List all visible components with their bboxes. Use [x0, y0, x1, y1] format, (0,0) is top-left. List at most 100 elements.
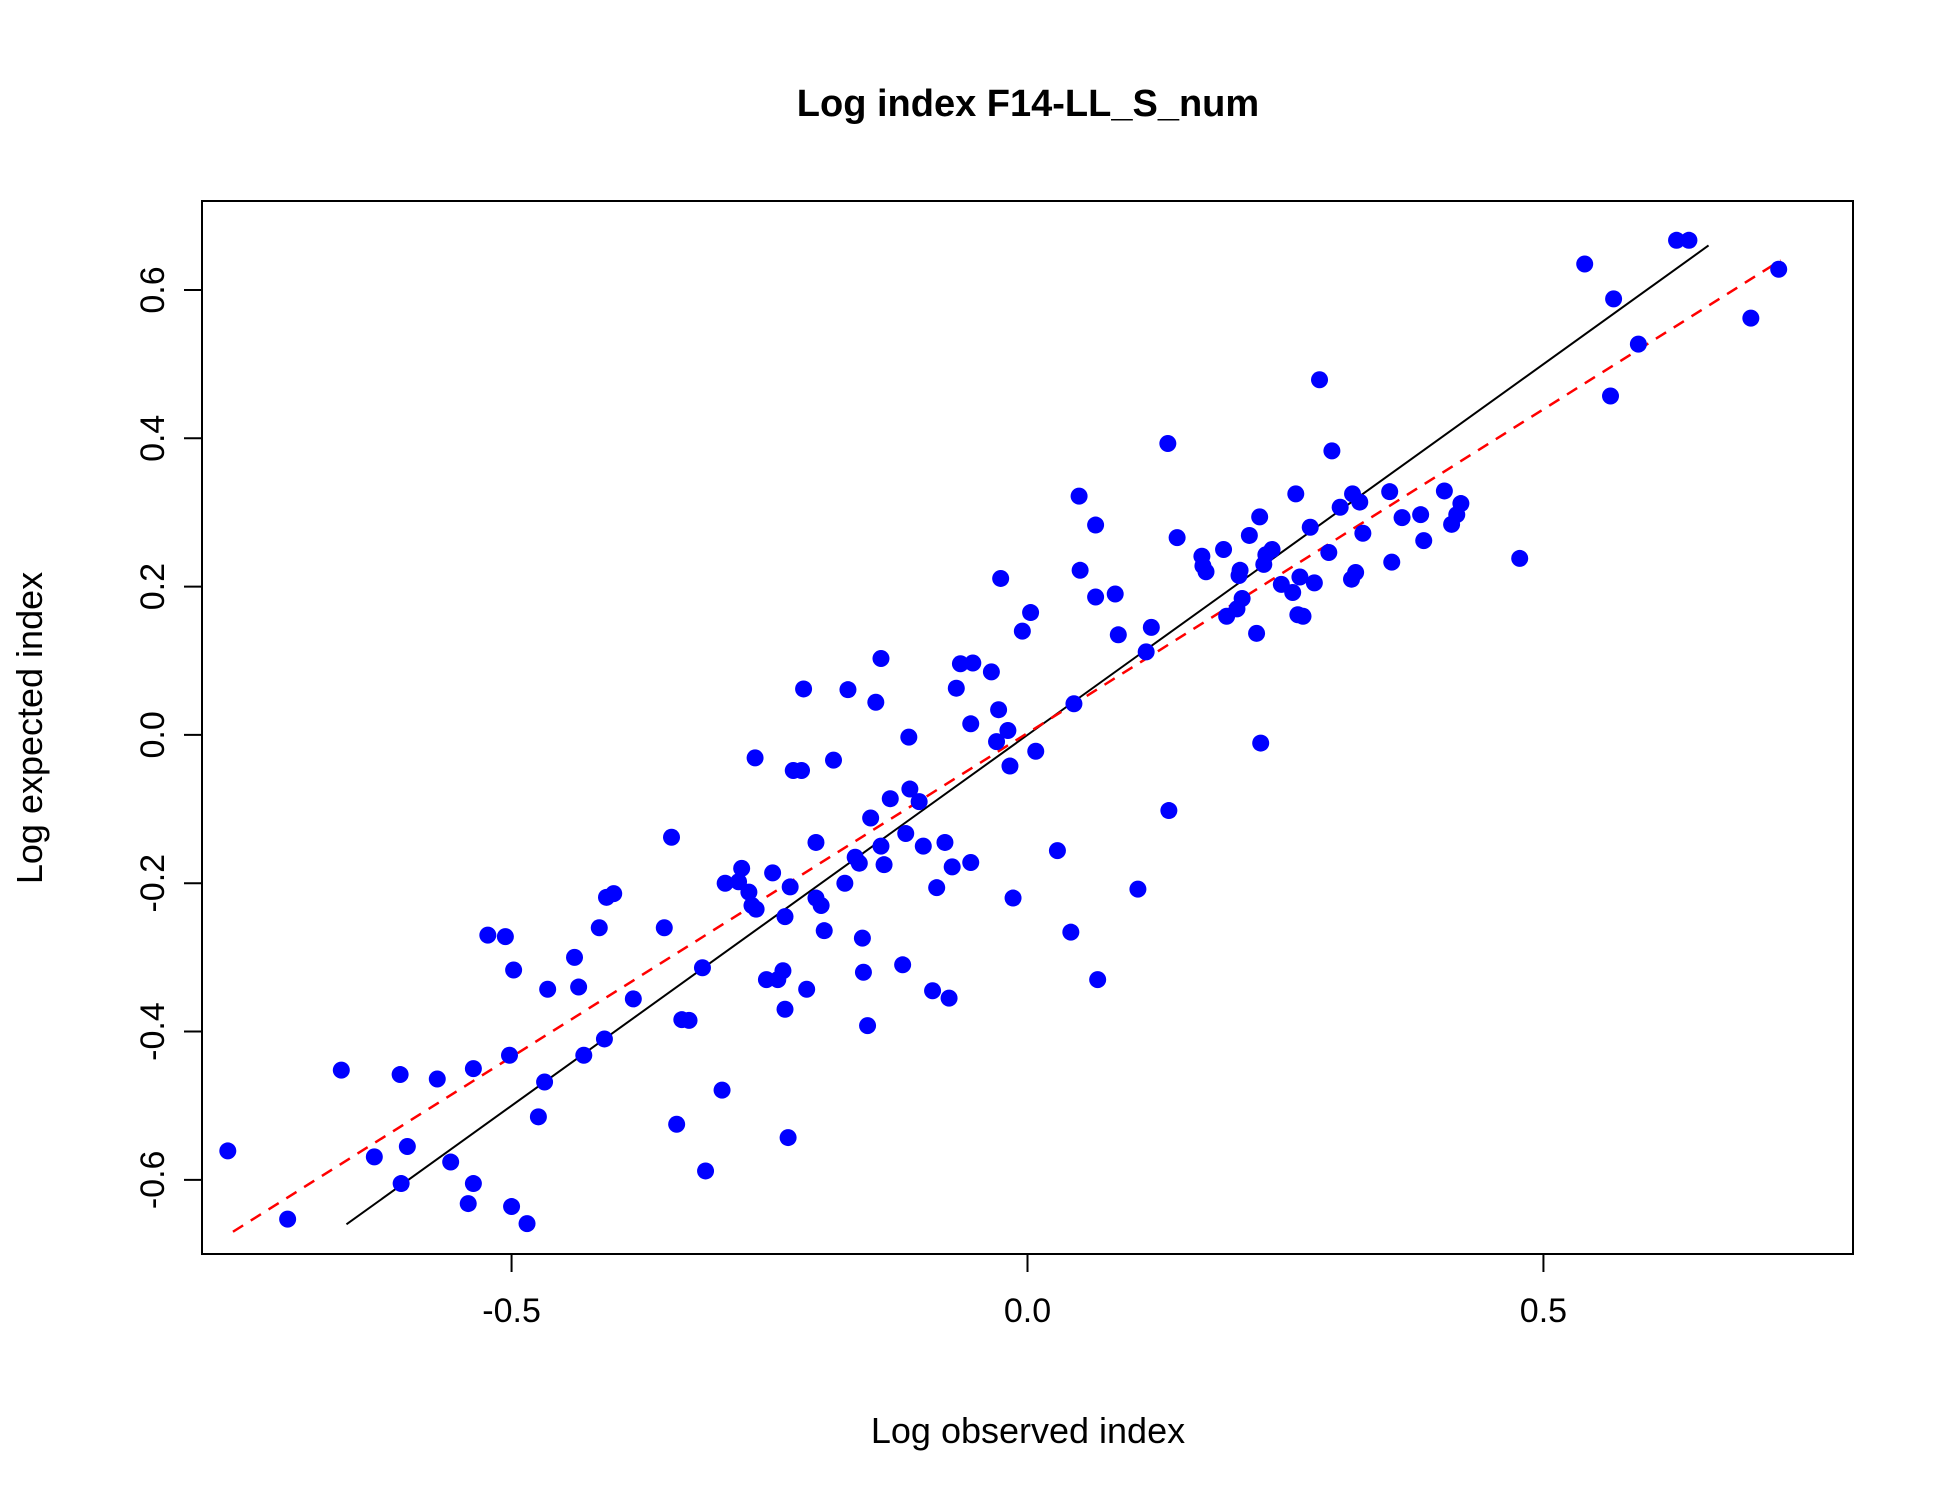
data-point	[464, 1060, 482, 1078]
data-point	[897, 825, 915, 843]
data-point	[1065, 695, 1083, 713]
data-point	[853, 929, 871, 947]
y-tick-label: 0.4	[134, 415, 172, 462]
data-point	[1323, 442, 1341, 460]
data-point	[776, 908, 794, 926]
data-point	[807, 833, 825, 851]
data-point	[1160, 802, 1178, 820]
identity-line	[345, 244, 1710, 1226]
y-tick-label: -0.2	[134, 854, 172, 913]
data-point	[850, 854, 868, 872]
data-point	[500, 1046, 518, 1064]
data-point	[1013, 622, 1031, 640]
data-point	[733, 859, 751, 877]
data-point	[1109, 626, 1127, 644]
data-point	[1452, 495, 1470, 513]
data-point	[1004, 889, 1022, 907]
data-point	[1354, 524, 1372, 542]
data-point	[1294, 607, 1312, 625]
data-point	[1159, 434, 1177, 452]
fit-line	[232, 259, 1782, 1233]
chart-title: Log index F14-LL_S_num	[797, 83, 1259, 125]
x-axis: -0.5 0.0 0.5	[482, 1254, 1567, 1330]
data-point	[518, 1215, 536, 1233]
data-point	[1251, 508, 1269, 526]
data-point	[503, 1198, 521, 1216]
data-point	[924, 982, 942, 1000]
data-point	[716, 874, 734, 892]
data-point	[795, 680, 813, 698]
x-tick-label: 0.5	[1520, 1292, 1567, 1330]
data-point	[464, 1175, 482, 1193]
data-point	[910, 793, 928, 811]
data-point	[999, 721, 1017, 739]
data-point	[815, 922, 833, 940]
data-point	[836, 874, 854, 892]
data-point	[1412, 506, 1430, 524]
data-point	[764, 864, 782, 882]
data-point	[539, 980, 557, 998]
data-point	[1240, 526, 1258, 544]
data-point	[1215, 541, 1233, 559]
data-point	[1629, 335, 1647, 353]
data-point	[1415, 532, 1433, 550]
data-point	[392, 1175, 410, 1193]
data-point	[479, 926, 497, 944]
data-point	[839, 681, 857, 699]
data-point	[1311, 371, 1329, 389]
data-point	[875, 856, 893, 874]
data-point	[962, 715, 980, 733]
y-tick-label: 0.6	[134, 266, 172, 313]
data-point	[894, 956, 912, 974]
data-point	[1048, 842, 1066, 860]
data-point	[1022, 604, 1040, 622]
data-point	[747, 900, 765, 918]
data-point	[1435, 482, 1453, 500]
data-point	[1383, 553, 1401, 571]
data-point	[1287, 485, 1305, 503]
data-point	[854, 963, 872, 981]
data-point	[1770, 260, 1788, 278]
data-point	[900, 728, 918, 746]
data-point	[697, 1162, 715, 1180]
data-point	[779, 1129, 797, 1147]
data-point	[279, 1210, 297, 1228]
data-point	[655, 919, 673, 937]
data-point	[1231, 561, 1249, 579]
data-point	[988, 733, 1006, 751]
data-point	[1351, 493, 1369, 511]
data-point	[964, 654, 982, 672]
data-point	[391, 1066, 409, 1084]
x-tick-label: -0.5	[482, 1292, 541, 1330]
data-point	[459, 1195, 477, 1213]
data-point	[1511, 549, 1529, 567]
data-point	[663, 828, 681, 846]
data-point	[1393, 509, 1411, 527]
x-tick-label: 0.0	[1004, 1292, 1051, 1330]
data-point	[776, 1000, 794, 1018]
data-point	[680, 1011, 698, 1029]
data-point	[1668, 231, 1686, 249]
data-point	[428, 1070, 446, 1088]
data-point	[881, 790, 899, 808]
data-point	[693, 959, 711, 977]
data-point	[867, 693, 885, 711]
data-point	[793, 762, 811, 780]
data-point	[1001, 757, 1019, 775]
data-point	[1305, 574, 1323, 592]
data-point	[1301, 518, 1319, 536]
y-axis: -0.6 -0.4 -0.2 0.0 0.2 0.4 0.6	[134, 266, 202, 1209]
data-point	[1233, 589, 1251, 607]
data-point	[1347, 564, 1365, 582]
y-axis-label: Log expected index	[9, 572, 50, 884]
data-point	[1284, 584, 1302, 602]
data-point	[1027, 742, 1045, 760]
data-point	[575, 1046, 593, 1064]
data-point	[1602, 387, 1620, 405]
data-point	[1129, 880, 1147, 898]
data-point	[713, 1081, 731, 1099]
data-point	[442, 1153, 460, 1171]
data-point	[992, 569, 1010, 587]
data-point	[901, 780, 919, 798]
